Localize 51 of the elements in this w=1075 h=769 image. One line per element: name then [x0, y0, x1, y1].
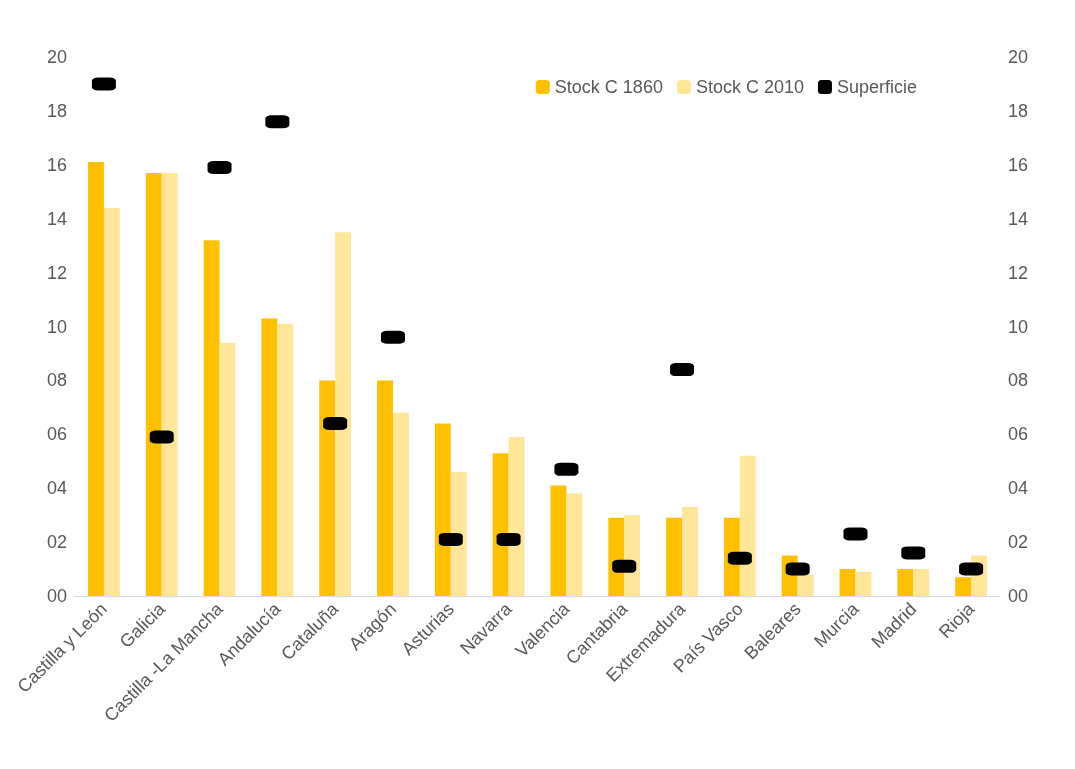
legend-label: Stock C 1860	[554, 77, 663, 97]
y-tick-label: 00	[46, 586, 67, 606]
y2-tick-label: 16	[1008, 154, 1029, 175]
bar	[955, 577, 972, 596]
y2-tick-label: 00	[1008, 586, 1029, 606]
y-tick-label: 20	[46, 47, 67, 67]
y2-tick-label: 06	[1008, 424, 1029, 445]
bar	[203, 240, 220, 596]
y2-tick-label: 18	[1008, 100, 1029, 121]
bar	[839, 569, 856, 596]
bar	[145, 172, 162, 596]
bar	[161, 172, 178, 596]
bar	[566, 493, 583, 596]
bar	[492, 453, 509, 596]
bar	[88, 162, 104, 596]
bar	[897, 569, 914, 596]
bar	[392, 412, 409, 596]
y-tick-label: 16	[46, 154, 67, 175]
bar	[797, 574, 814, 596]
legend-label: Stock C 2010	[695, 77, 804, 97]
y2-tick-label: 12	[1008, 262, 1029, 283]
bar	[277, 323, 294, 596]
bar	[434, 423, 451, 596]
bar	[682, 507, 698, 596]
y-tick-label: 18	[46, 100, 67, 121]
bar	[335, 232, 352, 596]
bar	[666, 517, 683, 596]
y2-tick-label: 10	[1008, 316, 1029, 337]
legend-label: Superficie	[836, 77, 917, 97]
y2-tick-label: 08	[1008, 370, 1029, 391]
y-tick-label: 08	[46, 370, 67, 391]
bar	[450, 472, 467, 596]
bar	[219, 342, 236, 596]
bar	[550, 485, 567, 596]
y-tick-label: 10	[46, 316, 67, 337]
bar	[261, 318, 278, 596]
bar	[377, 380, 393, 596]
y-tick-label: 02	[46, 532, 67, 553]
bar	[739, 455, 756, 596]
y2-tick-label: 04	[1008, 478, 1029, 499]
y-tick-label: 04	[46, 478, 67, 499]
bar	[913, 569, 930, 596]
y2-tick-label: 02	[1008, 532, 1029, 553]
y-tick-label: 06	[46, 424, 67, 445]
bar	[103, 207, 120, 596]
y-tick-label: 14	[46, 208, 67, 229]
y2-tick-label: 20	[1008, 47, 1029, 67]
bar	[855, 571, 872, 596]
bar	[319, 380, 336, 596]
y2-tick-label: 14	[1008, 208, 1029, 229]
y-tick-label: 12	[46, 262, 67, 283]
